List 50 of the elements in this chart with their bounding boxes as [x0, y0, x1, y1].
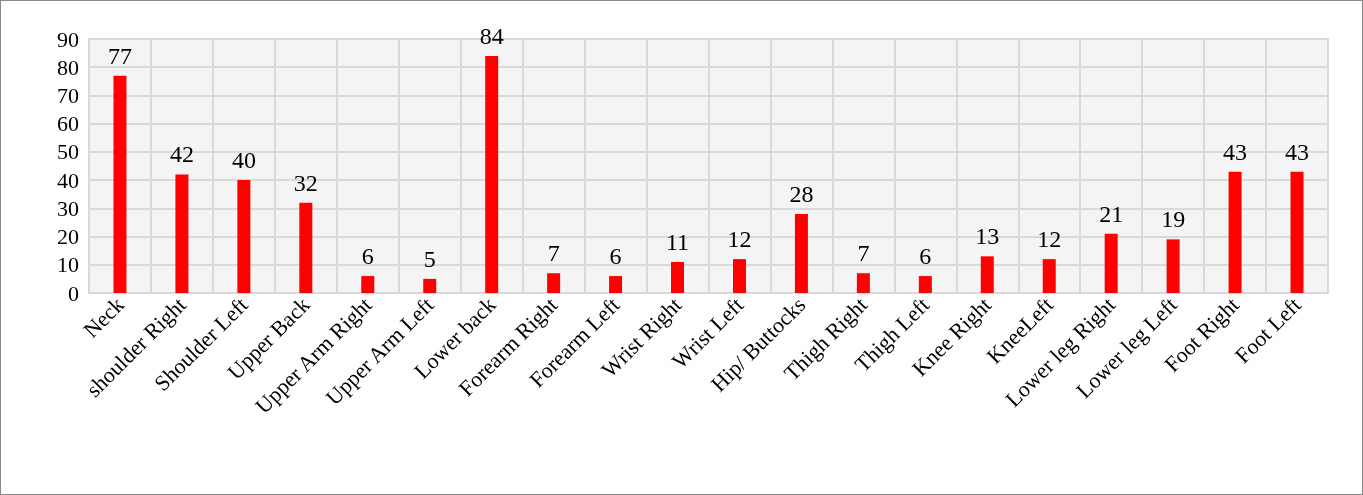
y-tick-label: 0	[68, 280, 79, 306]
y-tick-label: 40	[57, 167, 79, 193]
y-tick-label: 30	[57, 195, 79, 221]
bar	[1166, 239, 1180, 293]
bar	[237, 180, 251, 293]
y-tick-label: 70	[57, 82, 79, 108]
data-label: 11	[665, 228, 690, 255]
y-tick-label: 50	[57, 139, 79, 165]
data-label: 42	[169, 141, 194, 168]
bar	[175, 174, 189, 293]
data-label: 77	[107, 42, 132, 69]
data-label: 43	[1223, 138, 1248, 165]
data-label: 43	[1285, 138, 1310, 165]
data-label: 40	[231, 147, 256, 174]
y-tick-label: 80	[57, 54, 79, 80]
y-tick-label: 90	[57, 26, 79, 52]
data-label: 84	[479, 22, 504, 49]
bar	[856, 273, 870, 293]
data-label: 21	[1099, 200, 1124, 227]
bar	[609, 276, 623, 293]
bar	[671, 261, 685, 293]
bar	[794, 213, 808, 293]
bar	[485, 55, 499, 293]
data-label: 12	[727, 226, 752, 253]
bar	[299, 202, 313, 293]
y-tick-label: 20	[57, 224, 79, 250]
bar	[1290, 171, 1304, 293]
y-tick-label: 10	[57, 252, 79, 278]
data-label: 19	[1161, 206, 1186, 233]
data-label: 6	[919, 243, 932, 270]
data-label: 28	[789, 180, 814, 207]
data-label: 6	[361, 243, 374, 270]
bar	[980, 256, 994, 293]
data-label: 5	[423, 245, 436, 272]
bar	[732, 259, 746, 293]
data-label: 13	[975, 223, 1000, 250]
bar	[1042, 259, 1056, 293]
data-label: 7	[857, 240, 870, 267]
data-label: 7	[547, 240, 560, 267]
bar	[918, 276, 932, 293]
bar	[361, 276, 375, 293]
bar	[113, 75, 127, 293]
bar	[547, 273, 561, 293]
bar	[423, 278, 437, 293]
bar	[1228, 171, 1242, 293]
bar	[1104, 233, 1118, 293]
data-label: 12	[1037, 226, 1062, 253]
data-label: 32	[293, 169, 318, 196]
y-tick-label: 60	[57, 111, 79, 137]
data-label: 6	[609, 243, 622, 270]
